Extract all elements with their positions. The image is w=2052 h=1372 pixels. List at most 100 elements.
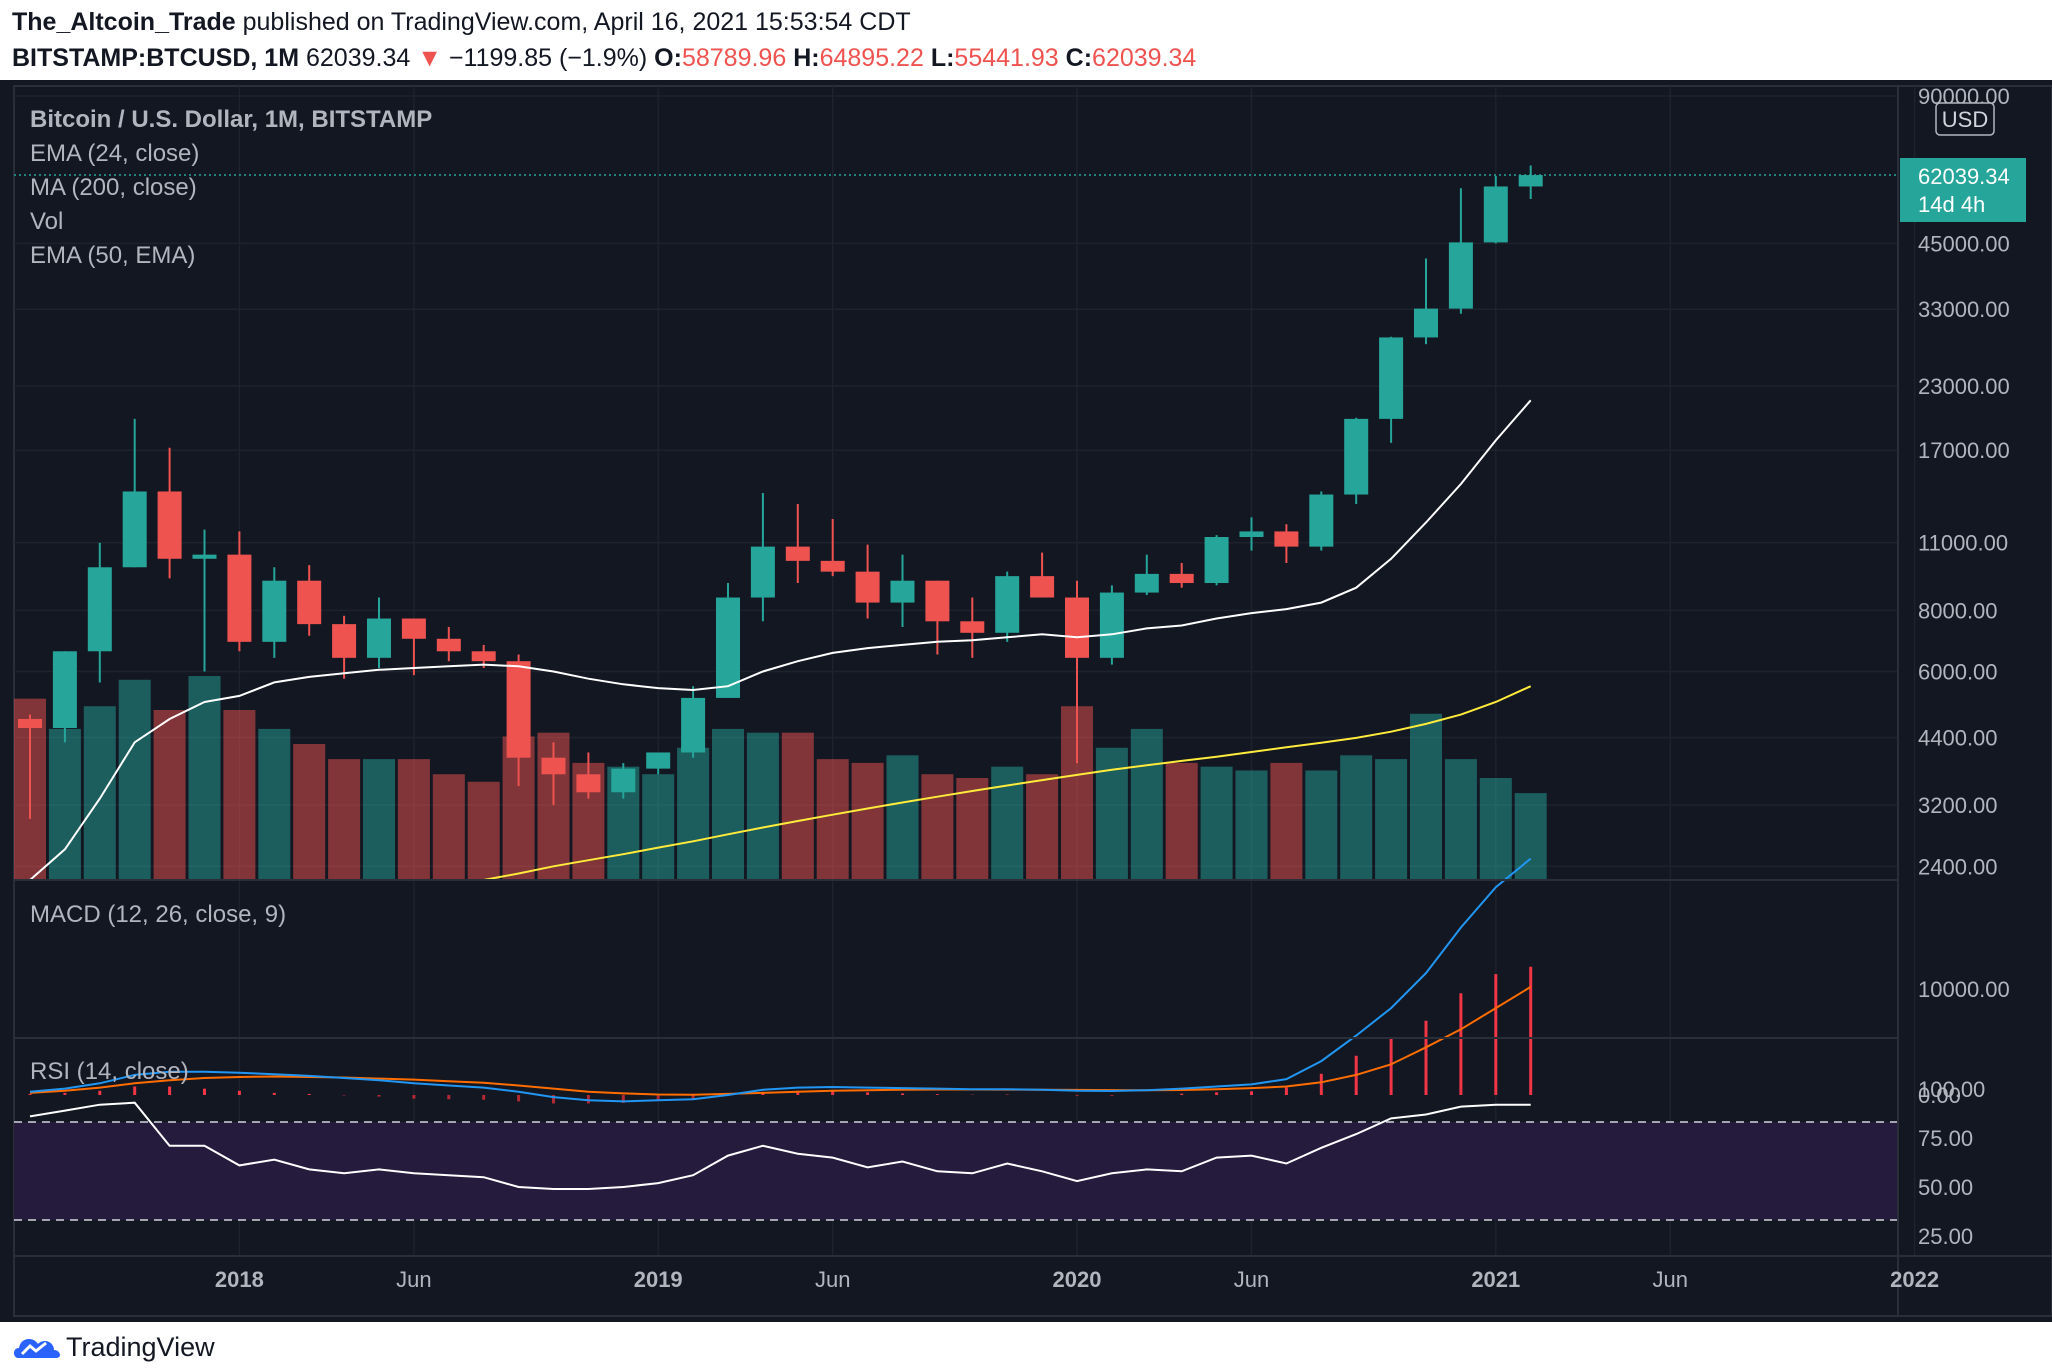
candle-body xyxy=(541,757,566,775)
candle-body xyxy=(1099,592,1124,658)
candle-body xyxy=(192,554,217,559)
macd-tick-label: 10000.00 xyxy=(1918,977,2010,1002)
author-name[interactable]: The_Altcoin_Trade xyxy=(12,8,236,36)
time-tick-label: 2021 xyxy=(1471,1267,1520,1292)
volume-bars xyxy=(14,676,1547,880)
currency-badge[interactable]: USD xyxy=(1935,102,1995,136)
rsi-band xyxy=(14,1122,1898,1220)
candle-body xyxy=(262,580,287,642)
publish-info: published on TradingView.com, April 16, … xyxy=(242,8,911,36)
open-value: 58789.96 xyxy=(681,44,787,72)
symbol-name: BITSTAMP:BTCUSD, 1M xyxy=(12,44,300,72)
countdown-tag: 14d 4h xyxy=(1918,192,1985,217)
volume-bar xyxy=(48,728,81,880)
volume-bar xyxy=(1340,755,1373,880)
low-value: 55441.93 xyxy=(954,44,1059,72)
high-value: 64895.22 xyxy=(819,44,924,72)
legend-macd[interactable]: MACD (12, 26, close, 9) xyxy=(30,901,286,928)
chart-svg[interactable]: Bitcoin / U.S. Dollar, 1M, BITSTAMP EMA … xyxy=(0,80,2052,1322)
candles xyxy=(18,165,1543,819)
candle-body xyxy=(157,491,182,559)
candle-body xyxy=(122,491,147,568)
candle-body xyxy=(87,567,112,652)
candle-body xyxy=(855,571,880,603)
volume-bar xyxy=(956,778,989,880)
macd-line xyxy=(29,857,1532,1103)
volume-bar xyxy=(1270,762,1303,880)
rsi-tick-label: 75.00 xyxy=(1918,1126,1973,1151)
candle-body xyxy=(611,768,636,793)
volume-bar xyxy=(153,710,186,880)
price-tick-label: 3200.00 xyxy=(1918,793,1998,818)
currency-badge-box xyxy=(1935,102,1995,136)
candle-body xyxy=(1414,308,1438,338)
volume-bar xyxy=(397,759,430,880)
candle-body xyxy=(1239,531,1264,538)
candle-body xyxy=(785,546,810,561)
price-tick-label: 17000.00 xyxy=(1918,438,2010,463)
rsi-axis[interactable]: 100.00 75.00 50.00 25.00 xyxy=(1918,1077,1985,1249)
volume-bar xyxy=(467,781,500,880)
price-tick-label: 4400.00 xyxy=(1918,725,1998,750)
last-price-label: 62039.34 14d 4h xyxy=(1900,158,2026,222)
time-tick-label: 2020 xyxy=(1053,1267,1102,1292)
price-tick-label: 23000.00 xyxy=(1918,374,2010,399)
volume-bar xyxy=(432,774,465,880)
candle-body xyxy=(1379,337,1404,419)
candle-body xyxy=(1204,537,1229,584)
volume-bar xyxy=(746,732,779,880)
candle-body xyxy=(1344,418,1369,495)
time-axis[interactable]: 2018 Jun 2019 Jun 2020 Jun 2021 Jun 2022 xyxy=(215,1267,1939,1292)
legend: Bitcoin / U.S. Dollar, 1M, BITSTAMP EMA … xyxy=(30,106,432,1085)
volume-bar xyxy=(1375,759,1408,880)
macd-axis[interactable]: 10000.00 0.00 xyxy=(1918,977,2010,1108)
legend-ma200[interactable]: MA (200, close) xyxy=(30,174,197,201)
signal-line xyxy=(29,986,1532,1096)
price-tick-label: 33000.00 xyxy=(1918,297,2010,322)
candle-body xyxy=(506,661,531,758)
ema24-line xyxy=(29,399,1532,881)
price-tick-label: 45000.00 xyxy=(1918,231,2010,256)
price-tick-label: 11000.00 xyxy=(1918,531,2008,556)
legend-vol[interactable]: Vol xyxy=(30,208,63,235)
volume-bar xyxy=(816,759,849,880)
candle-body xyxy=(52,651,77,729)
price-change: −1199.85 (−1.9%) xyxy=(448,44,648,72)
price-tick-label: 6000.00 xyxy=(1918,660,1998,685)
candle-body xyxy=(297,580,322,625)
chart-area[interactable]: Bitcoin / U.S. Dollar, 1M, BITSTAMP EMA … xyxy=(0,80,2052,1322)
rsi-line xyxy=(29,1101,1531,1190)
volume-bar xyxy=(1235,770,1268,880)
candle-body xyxy=(646,752,671,769)
time-tick-label: 2019 xyxy=(634,1267,683,1292)
chart-frame xyxy=(13,85,2052,1317)
legend-rsi[interactable]: RSI (14, close) xyxy=(30,1058,189,1085)
tradingview-logo-icon[interactable] xyxy=(14,1332,60,1362)
price-tick-label: 2400.00 xyxy=(1918,854,1998,879)
price-axis[interactable]: 90000.0045000.0033000.0023000.0017000.00… xyxy=(1918,84,2010,879)
volume-bar xyxy=(886,755,919,880)
volume-bar xyxy=(258,728,291,880)
down-arrow-icon: ▼ xyxy=(417,44,442,72)
volume-bar xyxy=(712,728,744,880)
legend-ema50[interactable]: EMA (50, EMA) xyxy=(30,242,195,269)
footer: TradingView xyxy=(0,1322,2052,1372)
volume-bar xyxy=(642,774,675,880)
volume-bar xyxy=(1200,766,1233,880)
volume-bar xyxy=(1479,778,1512,880)
volume-bar xyxy=(1165,762,1198,880)
candle-body xyxy=(332,624,357,658)
publish-line: The_Altcoin_Trade published on TradingVi… xyxy=(12,8,911,37)
open-label: O: xyxy=(654,44,682,72)
volume-bar xyxy=(363,759,395,880)
macd-tick-label: 0.00 xyxy=(1918,1083,1961,1108)
volume-bar xyxy=(1130,728,1163,880)
volume-bar xyxy=(83,706,116,880)
time-tick-label: 2022 xyxy=(1890,1267,1939,1292)
candle-body xyxy=(1309,494,1334,547)
rsi-tick-label: 100.00 xyxy=(1918,1077,1985,1102)
candle-body xyxy=(436,638,461,652)
brand-name[interactable]: TradingView xyxy=(66,1332,215,1362)
last-price-label-box xyxy=(1900,158,2026,222)
legend-ema24[interactable]: EMA (24, close) xyxy=(30,140,199,167)
